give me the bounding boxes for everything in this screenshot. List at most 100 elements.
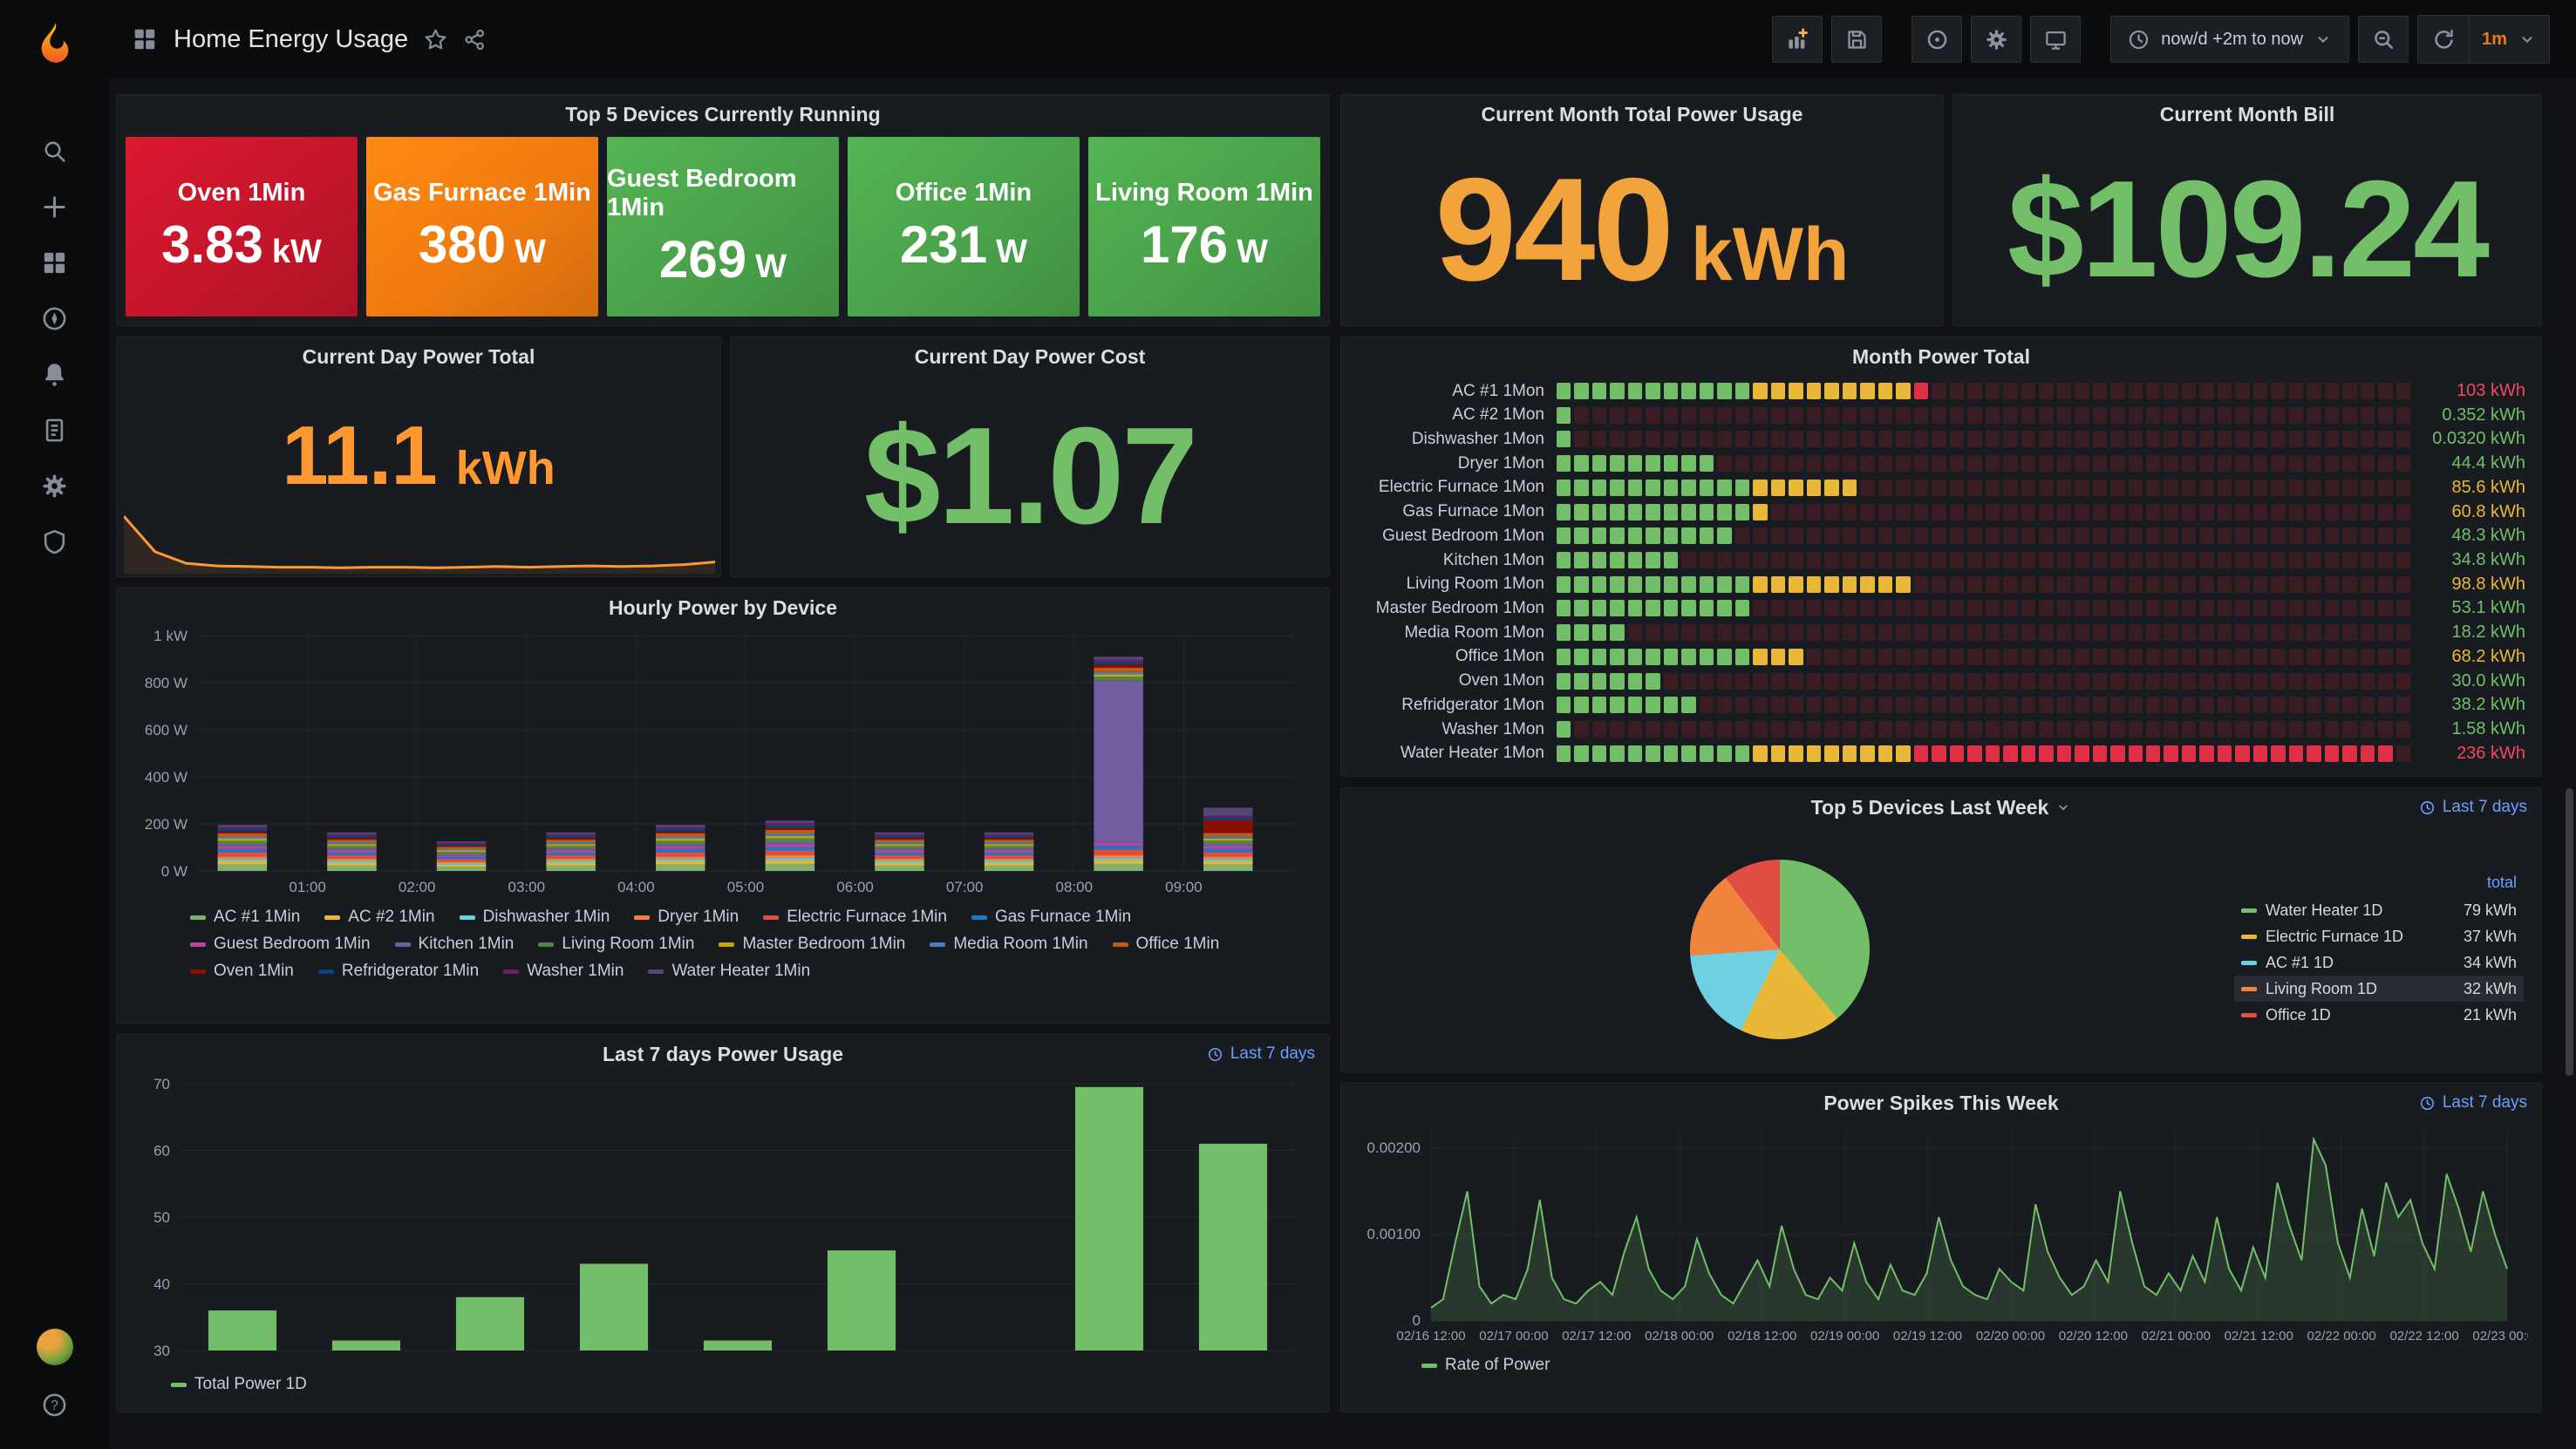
panel-header[interactable]: Top 5 Devices Last Week Last 7 days [1341,788,2541,827]
legend-item[interactable]: AC #2 1Min [324,908,435,927]
device-label: Media Room 1Mon [1404,622,1544,642]
svg-text:07:00: 07:00 [946,879,984,895]
time-range-link[interactable]: Last 7 days [2419,798,2527,817]
legend-item[interactable]: Water Heater 1Min [648,962,810,981]
legend-table-row[interactable]: Electric Furnace 1D 37 kWh [2234,923,2524,949]
panel-header[interactable]: Top 5 Devices Currently Running [117,95,1329,133]
svg-text:50: 50 [153,1209,170,1226]
sidebar-config-icon[interactable] [30,464,80,507]
grafana-logo[interactable] [31,19,79,68]
stat-value: $1.07 [731,376,1329,576]
sidebar-admin-icon[interactable] [30,520,80,563]
legend-item[interactable]: Media Room 1Min [930,935,1088,954]
zoom-out-button[interactable] [2358,16,2409,63]
time-range-picker[interactable]: now/d +2m to now [2110,16,2350,63]
device-label: Guest Bedroom 1Mon [1382,526,1544,545]
sidebar-docs-icon[interactable] [30,408,80,452]
panel-title: Current Day Power Cost [914,344,1146,368]
legend-swatch [2241,908,2257,913]
dashboard-settings-button[interactable] [1971,16,2022,63]
sidebar-help-icon[interactable]: ? [30,1383,80,1426]
user-avatar[interactable] [36,1329,73,1365]
legend-item[interactable]: Dishwasher 1Min [459,908,610,927]
device-month-value: 44.4 kWh [2451,453,2525,473]
legend-item[interactable]: Gas Furnace 1Min [971,908,1131,927]
svg-text:02/20 00:00: 02/20 00:00 [1976,1329,2045,1344]
lcd-gauge-row: Oven 1Mon 30.0 kWh [1357,671,2525,691]
panel-header[interactable]: Current Month Total Power Usage [1341,95,1943,133]
svg-text:01:00: 01:00 [289,879,326,895]
device-month-value: 236 kWh [2457,743,2525,763]
legend-swatch [648,969,664,974]
legend-item[interactable]: Kitchen 1Min [394,935,514,954]
legend-table-row[interactable]: Office 1D 21 kWh [2234,1002,2524,1028]
legend-swatch [634,915,651,920]
panel-title: Current Month Bill [2159,102,2335,126]
legend-label: Office 1Min [1135,935,1220,953]
legend-swatch [2241,960,2257,965]
svg-text:200 W: 200 W [145,816,187,833]
legend-label: Water Heater 1Min [671,962,811,980]
sidebar-add-icon[interactable] [30,185,80,228]
svg-text:02/17 12:00: 02/17 12:00 [1562,1329,1631,1344]
panel-header[interactable]: Current Day Power Cost [731,337,1329,376]
sidebar-explore-icon[interactable] [30,296,80,340]
legend-table-row[interactable]: AC #1 1D 34 kWh [2234,949,2524,976]
cycle-view-button[interactable] [2030,16,2082,63]
chevron-down-icon [2314,30,2333,49]
panel-header[interactable]: Current Month Bill [1953,95,2541,133]
svg-text:09:00: 09:00 [1165,879,1203,895]
chevron-down-icon[interactable] [2055,799,2071,815]
device-stat-tile: Gas Furnace 1Min 380 W [366,137,598,316]
lcd-gauge-cells [1557,672,2411,690]
panel-header[interactable]: Month Power Total [1341,337,2541,376]
panel-header[interactable]: Power Spikes This Week Last 7 days [1341,1084,2541,1122]
save-dashboard-button[interactable] [1831,16,1883,63]
lcd-gauge-cells [1557,600,2411,617]
last7-chart: 30 40 50 60 70 [153,1076,1295,1359]
device-month-value: 98.8 kWh [2451,574,2525,594]
legend-swatch [317,969,334,974]
legend-item[interactable]: Dryer 1Min [634,908,739,927]
top5-pie-chart[interactable] [1690,859,1870,1039]
sidebar-alerting-icon[interactable] [30,352,80,396]
legend-item[interactable]: Electric Furnace 1Min [763,908,947,927]
legend-table-header[interactable]: total [2234,870,2524,897]
legend-table-row[interactable]: Water Heater 1D 79 kWh [2234,897,2524,923]
stat-value: 11.1 kWh [117,376,720,576]
legend-swatch [2241,1012,2257,1017]
legend-item[interactable]: AC #1 1Min [190,908,300,927]
legend-item[interactable]: Living Room 1Min [538,935,694,954]
dashboard-insights-button[interactable] [1912,16,1963,63]
legend-item[interactable]: Master Bedroom 1Min [719,935,905,954]
legend-item[interactable]: Washer 1Min [503,962,624,981]
time-range-link[interactable]: Last 7 days [1207,1044,1315,1064]
legend-item[interactable]: Total Power 1D [171,1375,307,1394]
legend-table-row[interactable]: Living Room 1D 32 kWh [2234,976,2524,1002]
legend-item[interactable]: Office 1Min [1112,935,1220,954]
lcd-gauge-cells [1557,455,2411,473]
legend-item[interactable]: Oven 1Min [190,962,294,981]
panel-header[interactable]: Hourly Power by Device [117,588,1329,627]
time-range-link[interactable]: Last 7 days [2419,1093,2527,1112]
panel-header[interactable]: Last 7 days Power Usage Last 7 days [117,1035,1329,1073]
sidebar-dashboards-icon[interactable] [30,241,80,284]
lcd-gauge-cells [1557,745,2411,762]
last7-legend: Total Power 1D [117,1366,1329,1405]
device-stat-tile: Oven 1Min 3.83 kW [126,137,358,316]
legend-swatch [1421,1363,1437,1368]
legend-item[interactable]: Rate of Power [1421,1356,1550,1375]
refresh-button[interactable] [2418,16,2470,63]
svg-text:02/23 00:00: 02/23 00:00 [2472,1329,2528,1344]
share-dashboard-button[interactable] [463,28,487,51]
sidebar-search-icon[interactable] [30,129,80,173]
lcd-gauge-row: Media Room 1Mon 18.2 kWh [1357,622,2525,643]
scrollbar-thumb[interactable] [2566,788,2573,1076]
pie-panel-body: total Water Heater 1D 79 kWh Electric Furn… [1341,827,2541,1071]
refresh-interval-dropdown[interactable]: 1m [2469,16,2549,63]
star-dashboard-button[interactable] [424,28,447,51]
legend-item[interactable]: Refridgerator 1Min [317,962,479,981]
legend-item[interactable]: Guest Bedroom 1Min [190,935,371,954]
panel-header[interactable]: Current Day Power Total [117,337,720,376]
add-panel-button[interactable] [1772,16,1823,63]
